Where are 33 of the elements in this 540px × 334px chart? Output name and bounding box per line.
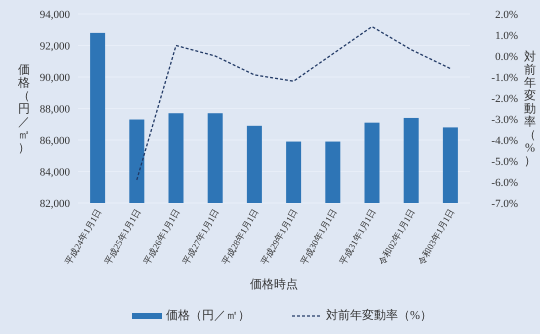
x-tick-label: 令和02年1月1日 — [376, 207, 417, 267]
x-tick-label: 平成28年1月1日 — [220, 207, 260, 267]
y2-tick-label: -2.0% — [491, 93, 518, 105]
y-tick-label: 90,000 — [40, 72, 70, 84]
y2-tick-label: 1.0% — [495, 30, 518, 42]
y2-tick-label: -5.0% — [491, 156, 518, 168]
x-tick-label: 平成31年1月1日 — [338, 207, 378, 267]
y-tick-label: 88,000 — [40, 104, 70, 116]
x-tick-label: 平成27年1月1日 — [180, 207, 221, 267]
legend-label: 対前年変動率（%） — [326, 308, 432, 322]
x-tick-label: 平成30年1月1日 — [298, 207, 339, 267]
x-tick-label: 平成29年1月1日 — [259, 207, 300, 267]
y2-tick-label: -3.0% — [491, 114, 518, 126]
y2-tick-label: -7.0% — [491, 198, 518, 210]
y2-tick-label: -6.0% — [491, 177, 518, 189]
y-tick-label: 84,000 — [40, 166, 70, 178]
x-tick-label: 平成24年1月1日 — [63, 207, 104, 267]
y-tick-label: 92,000 — [40, 40, 70, 52]
y2-tick-label: -4.0% — [491, 135, 518, 147]
legend-label: 価格（円／㎡） — [166, 308, 250, 322]
y-tick-label: 82,000 — [40, 198, 70, 210]
x-tick-label: 平成26年1月1日 — [142, 207, 182, 267]
y2-tick-label: 0.0% — [495, 51, 518, 63]
x-tick-label: 平成25年1月1日 — [102, 207, 143, 267]
line-series — [136, 26, 452, 181]
x-tick-label: 令和03年1月1日 — [416, 207, 456, 267]
y2-tick-label: -1.0% — [491, 72, 518, 84]
y-axis-title: 価格（円／㎡） — [18, 62, 30, 154]
y2-axis-title: 対前年変動率（%） — [524, 50, 536, 168]
y-tick-label: 94,000 — [40, 9, 70, 21]
x-axis-title: 価格時点 — [250, 277, 298, 291]
y-tick-label: 86,000 — [40, 135, 70, 147]
y2-tick-label: 2.0% — [495, 9, 518, 21]
